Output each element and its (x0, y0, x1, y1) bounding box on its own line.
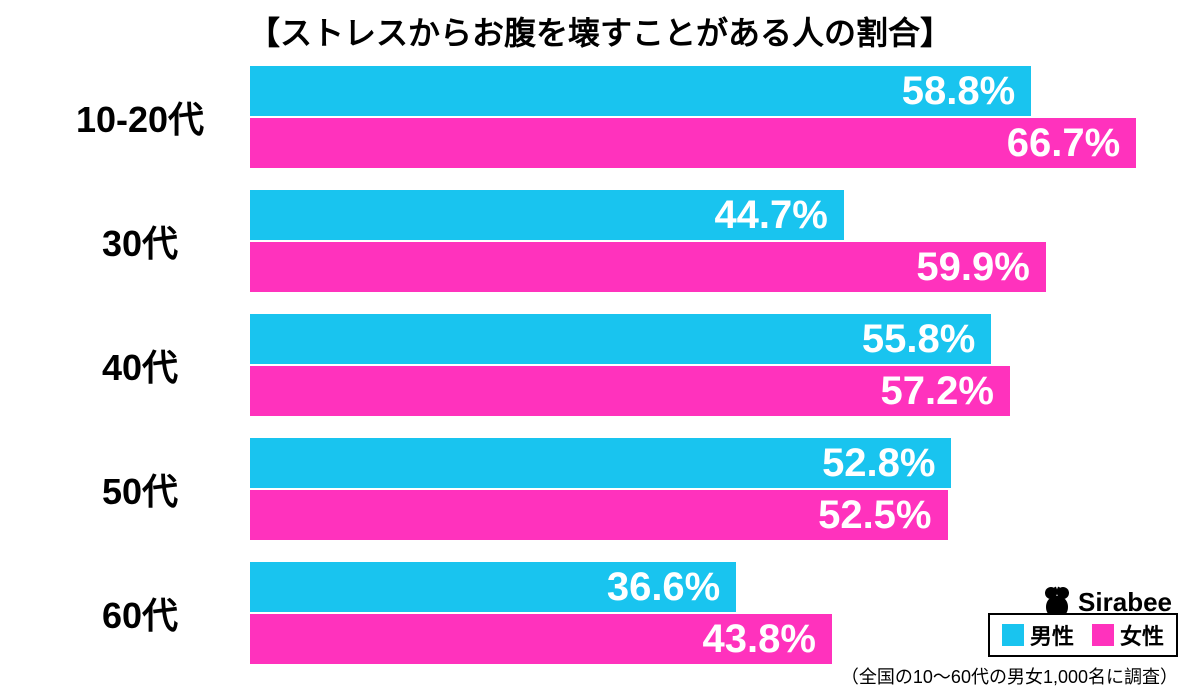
legend-item-male: 男性 (1002, 619, 1074, 651)
bar-female: 43.8% (250, 614, 832, 664)
category-label: 40代 (40, 339, 250, 391)
legend-swatch-male (1002, 624, 1024, 646)
category-label: 10-20代 (40, 91, 250, 143)
bars: 44.7% 59.9% (250, 190, 1180, 292)
legend-label-female: 女性 (1120, 619, 1164, 651)
legend-swatch-female (1092, 624, 1114, 646)
bar-value: 43.8% (702, 617, 815, 662)
bar-value: 52.5% (818, 493, 931, 538)
age-group-row: 30代 44.7% 59.9% (40, 190, 1180, 292)
bar-male: 44.7% (250, 190, 844, 240)
bar-male: 58.8% (250, 66, 1031, 116)
bars: 52.8% 52.5% (250, 438, 1180, 540)
chart-title: 【ストレスからお腹を壊すことがある人の割合】 (0, 0, 1200, 66)
bar-value: 36.6% (607, 565, 720, 610)
survey-footnote: （全国の10〜60代の男女1,000名に調査） (841, 663, 1178, 689)
bar-value: 59.9% (916, 245, 1029, 290)
category-label: 30代 (40, 215, 250, 267)
bar-female: 59.9% (250, 242, 1046, 292)
bar-value: 66.7% (1007, 121, 1120, 166)
bar-female: 52.5% (250, 490, 948, 540)
bar-female: 66.7% (250, 118, 1136, 168)
category-label: 60代 (40, 587, 250, 639)
bar-value: 44.7% (714, 193, 827, 238)
category-label: 50代 (40, 463, 250, 515)
legend: 男性 女性 (988, 613, 1178, 657)
bar-male: 52.8% (250, 438, 951, 488)
bar-male: 55.8% (250, 314, 991, 364)
legend-item-female: 女性 (1092, 619, 1164, 651)
legend-label-male: 男性 (1030, 619, 1074, 651)
bar-value: 55.8% (862, 317, 975, 362)
bar-chart: 10-20代 58.8% 66.7% 30代 44.7% 59.9% 40代 5… (0, 66, 1200, 664)
age-group-row: 10-20代 58.8% 66.7% (40, 66, 1180, 168)
age-group-row: 40代 55.8% 57.2% (40, 314, 1180, 416)
bar-value: 57.2% (881, 369, 994, 414)
bar-female: 57.2% (250, 366, 1010, 416)
bar-male: 36.6% (250, 562, 736, 612)
age-group-row: 50代 52.8% 52.5% (40, 438, 1180, 540)
bar-value: 58.8% (902, 69, 1015, 114)
bar-value: 52.8% (822, 441, 935, 486)
bars: 58.8% 66.7% (250, 66, 1180, 168)
bars: 55.8% 57.2% (250, 314, 1180, 416)
